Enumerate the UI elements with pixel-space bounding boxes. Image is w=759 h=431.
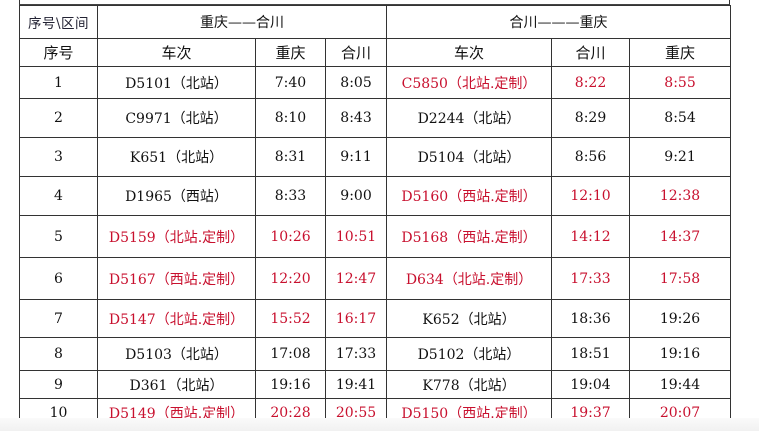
dep1-cell: 15:52 [255,299,326,338]
arr2-cell: 19:16 [629,337,732,371]
train1-header: 车次 [97,38,256,67]
dep2-cell: 8:56 [551,137,631,177]
train1-cell: D361（北站） [97,370,256,399]
train2-cell: D5104（北站） [386,137,553,177]
table-row: 1 D5101（北站） 7:40 8:05 C5850（北站.定制） 8:22 8:55 [19,66,732,99]
dep1-cell: 19:16 [255,370,326,399]
dep2-cell: 8:29 [551,98,631,138]
seq-cell: 2 [19,98,98,138]
train1-cell: D5159（北站.定制） [97,215,256,258]
train2-cell: K652（北站） [386,299,553,338]
table-row: 4 D1965（西站） 8:33 9:00 D5160（西站.定制） 12:10 12:38 [19,176,732,216]
train-schedule-table: 序号\区间 重庆——合川 合川———重庆 序号 车次 重庆 合川 车次 合川 重… [19,5,732,427]
seq-cell: 7 [19,299,98,338]
train1-cell: D5101（北站） [97,66,256,99]
table-row: 6 D5167（西站.定制） 12:20 12:47 D634（北站.定制） 17:33 1… [19,257,732,300]
table-row: 2 C9971（北站） 8:10 8:43 D2244（北站） 8:29 8:54 [19,98,732,138]
seq-cell: 3 [19,137,98,177]
page-bottom-edge [0,418,759,431]
dep2-cell: 18:51 [551,337,631,371]
table-row: 7 D5147（北站.定制） 15:52 16:17 K652（北站） 18:36 19:2… [19,299,732,338]
train1-cell: D5103（北站） [97,337,256,371]
arr2-cell: 19:26 [629,299,732,338]
dep2-cell: 17:33 [551,257,631,300]
seq-cell: 6 [19,257,98,300]
dep1-cell: 17:08 [255,337,326,371]
arr1-cell: 10:51 [324,215,388,258]
subheader-row: 序号 车次 重庆 合川 车次 合川 重庆 [19,38,732,67]
arr2-cell: 8:55 [629,66,732,99]
seq-cell: 4 [19,176,98,216]
dep2-cell: 14:12 [551,215,631,258]
train2-header: 车次 [386,38,553,67]
dep1-cell: 12:20 [255,257,326,300]
corner-header: 序号\区间 [19,5,98,39]
seq-cell: 5 [19,215,98,258]
train1-cell: D5147（北站.定制） [97,299,256,338]
table-row: 9 D361（北站） 19:16 19:41 K778（北站） 19:04 19:44 [19,370,732,399]
train2-cell: D634（北站.定制） [386,257,553,300]
arr2-cell: 19:44 [629,370,732,399]
direction-hechuan-chongqing: 合川———重庆 [386,5,732,39]
seq-cell: 9 [19,370,98,399]
seq-cell: 1 [19,66,98,99]
direction-chongqing-hechuan: 重庆——合川 [96,5,388,39]
table-row: 3 K651（北站） 8:31 9:11 D5104（北站） 8:56 9:21 [19,137,732,177]
dep1-cell: 8:33 [255,176,326,216]
arr2-cell: 8:54 [629,98,732,138]
arr1-cell: 8:05 [324,66,388,99]
dep2-cell: 18:36 [551,299,631,338]
arr1-header: 合川 [324,38,388,67]
dep1-cell: 8:10 [255,98,326,138]
dep1-cell: 7:40 [255,66,326,99]
dep2-cell: 12:10 [551,176,631,216]
arr1-cell: 9:00 [324,176,388,216]
seq-header: 序号 [19,38,98,67]
train1-cell: D5167（西站.定制） [97,257,256,300]
train1-cell: C9971（北站） [97,98,256,138]
arr2-cell: 17:58 [629,257,732,300]
train2-cell: K778（北站） [386,370,553,399]
arr1-cell: 17:33 [324,337,388,371]
arr1-cell: 9:11 [324,137,388,177]
arr1-cell: 16:17 [324,299,388,338]
arr1-cell: 8:43 [324,98,388,138]
arr2-header: 重庆 [629,38,732,67]
arr2-cell: 14:37 [629,215,732,258]
train1-cell: K651（北站） [97,137,256,177]
seq-cell: 8 [19,337,98,371]
train1-cell: D1965（西站） [97,176,256,216]
arr2-cell: 12:38 [629,176,732,216]
table-row: 8 D5103（北站） 17:08 17:33 D5102（北站） 18:51 19:16 [19,337,732,371]
dep2-header: 合川 [551,38,631,67]
header-row: 序号\区间 重庆——合川 合川———重庆 [19,5,732,39]
dep1-cell: 8:31 [255,137,326,177]
dep2-cell: 8:22 [551,66,631,99]
arr1-cell: 19:41 [324,370,388,399]
train2-cell: D5102（北站） [386,337,553,371]
table-top-edge [19,0,730,5]
dep1-header: 重庆 [255,38,326,67]
dep1-cell: 10:26 [255,215,326,258]
arr2-cell: 9:21 [629,137,732,177]
train2-cell: D5160（西站.定制） [386,176,553,216]
train2-cell: D2244（北站） [386,98,553,138]
dep2-cell: 19:04 [551,370,631,399]
arr1-cell: 12:47 [324,257,388,300]
train2-cell: C5850（北站.定制） [386,66,553,99]
table-row: 5 D5159（北站.定制） 10:26 10:51 D5168（西站.定制） 14:12… [19,215,732,258]
train2-cell: D5168（西站.定制） [386,215,553,258]
